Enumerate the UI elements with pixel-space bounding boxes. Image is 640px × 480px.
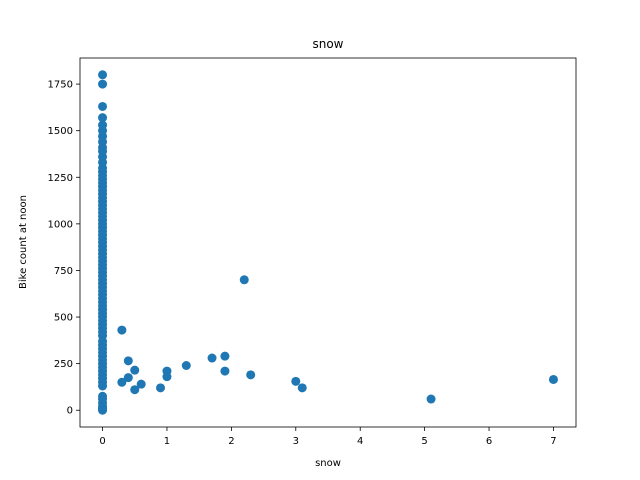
axes-frame xyxy=(79,57,577,428)
y-axis: 0 250 500 750 1000 1250 1500 1750 xyxy=(48,80,80,417)
y-tick-label: 0 xyxy=(67,406,73,417)
data-point xyxy=(181,361,191,370)
data-point xyxy=(156,383,166,393)
x-tick-label: 4 xyxy=(357,436,363,447)
data-point xyxy=(291,376,301,386)
data-point xyxy=(123,373,133,383)
data-point xyxy=(207,353,217,363)
data-point xyxy=(98,79,108,89)
x-tick-label: 7 xyxy=(550,436,556,447)
data-point xyxy=(98,101,108,111)
data-point xyxy=(117,377,127,387)
data-point xyxy=(220,366,230,376)
data-point xyxy=(130,365,140,375)
data-point xyxy=(297,383,307,393)
y-tick-label: 500 xyxy=(54,313,73,324)
data-point xyxy=(426,394,436,404)
data-point xyxy=(98,113,108,123)
data-point xyxy=(162,372,172,382)
data-point xyxy=(130,385,140,395)
data-point xyxy=(246,370,256,380)
data-point xyxy=(136,379,146,389)
x-tick-label: 0 xyxy=(99,436,105,447)
data-point xyxy=(548,374,558,384)
y-tick-label: 1250 xyxy=(48,173,73,184)
data-point xyxy=(220,351,230,361)
chart-title: snow xyxy=(312,37,343,51)
data-point xyxy=(123,356,133,366)
x-tick-label: 2 xyxy=(228,436,234,447)
y-tick-label: 1500 xyxy=(48,126,73,137)
x-tick-label: 3 xyxy=(293,436,299,447)
data-point xyxy=(98,391,108,401)
y-axis-label: Bike count at noon xyxy=(18,195,29,289)
data-point xyxy=(239,275,249,285)
y-tick-label: 1000 xyxy=(48,219,73,230)
x-axis: 0 1 2 3 4 5 6 7 xyxy=(99,427,557,447)
y-tick-label: 750 xyxy=(54,266,73,277)
x-tick-label: 1 xyxy=(164,436,170,447)
y-tick-label: 1750 xyxy=(48,80,73,91)
x-tick-label: 5 xyxy=(421,436,427,447)
data-point xyxy=(98,70,108,80)
data-point xyxy=(117,325,127,335)
x-axis-label: snow xyxy=(315,458,341,469)
x-tick-label: 6 xyxy=(486,436,492,447)
y-tick-label: 250 xyxy=(54,359,73,370)
plot-area xyxy=(98,70,558,415)
data-point xyxy=(98,120,108,130)
